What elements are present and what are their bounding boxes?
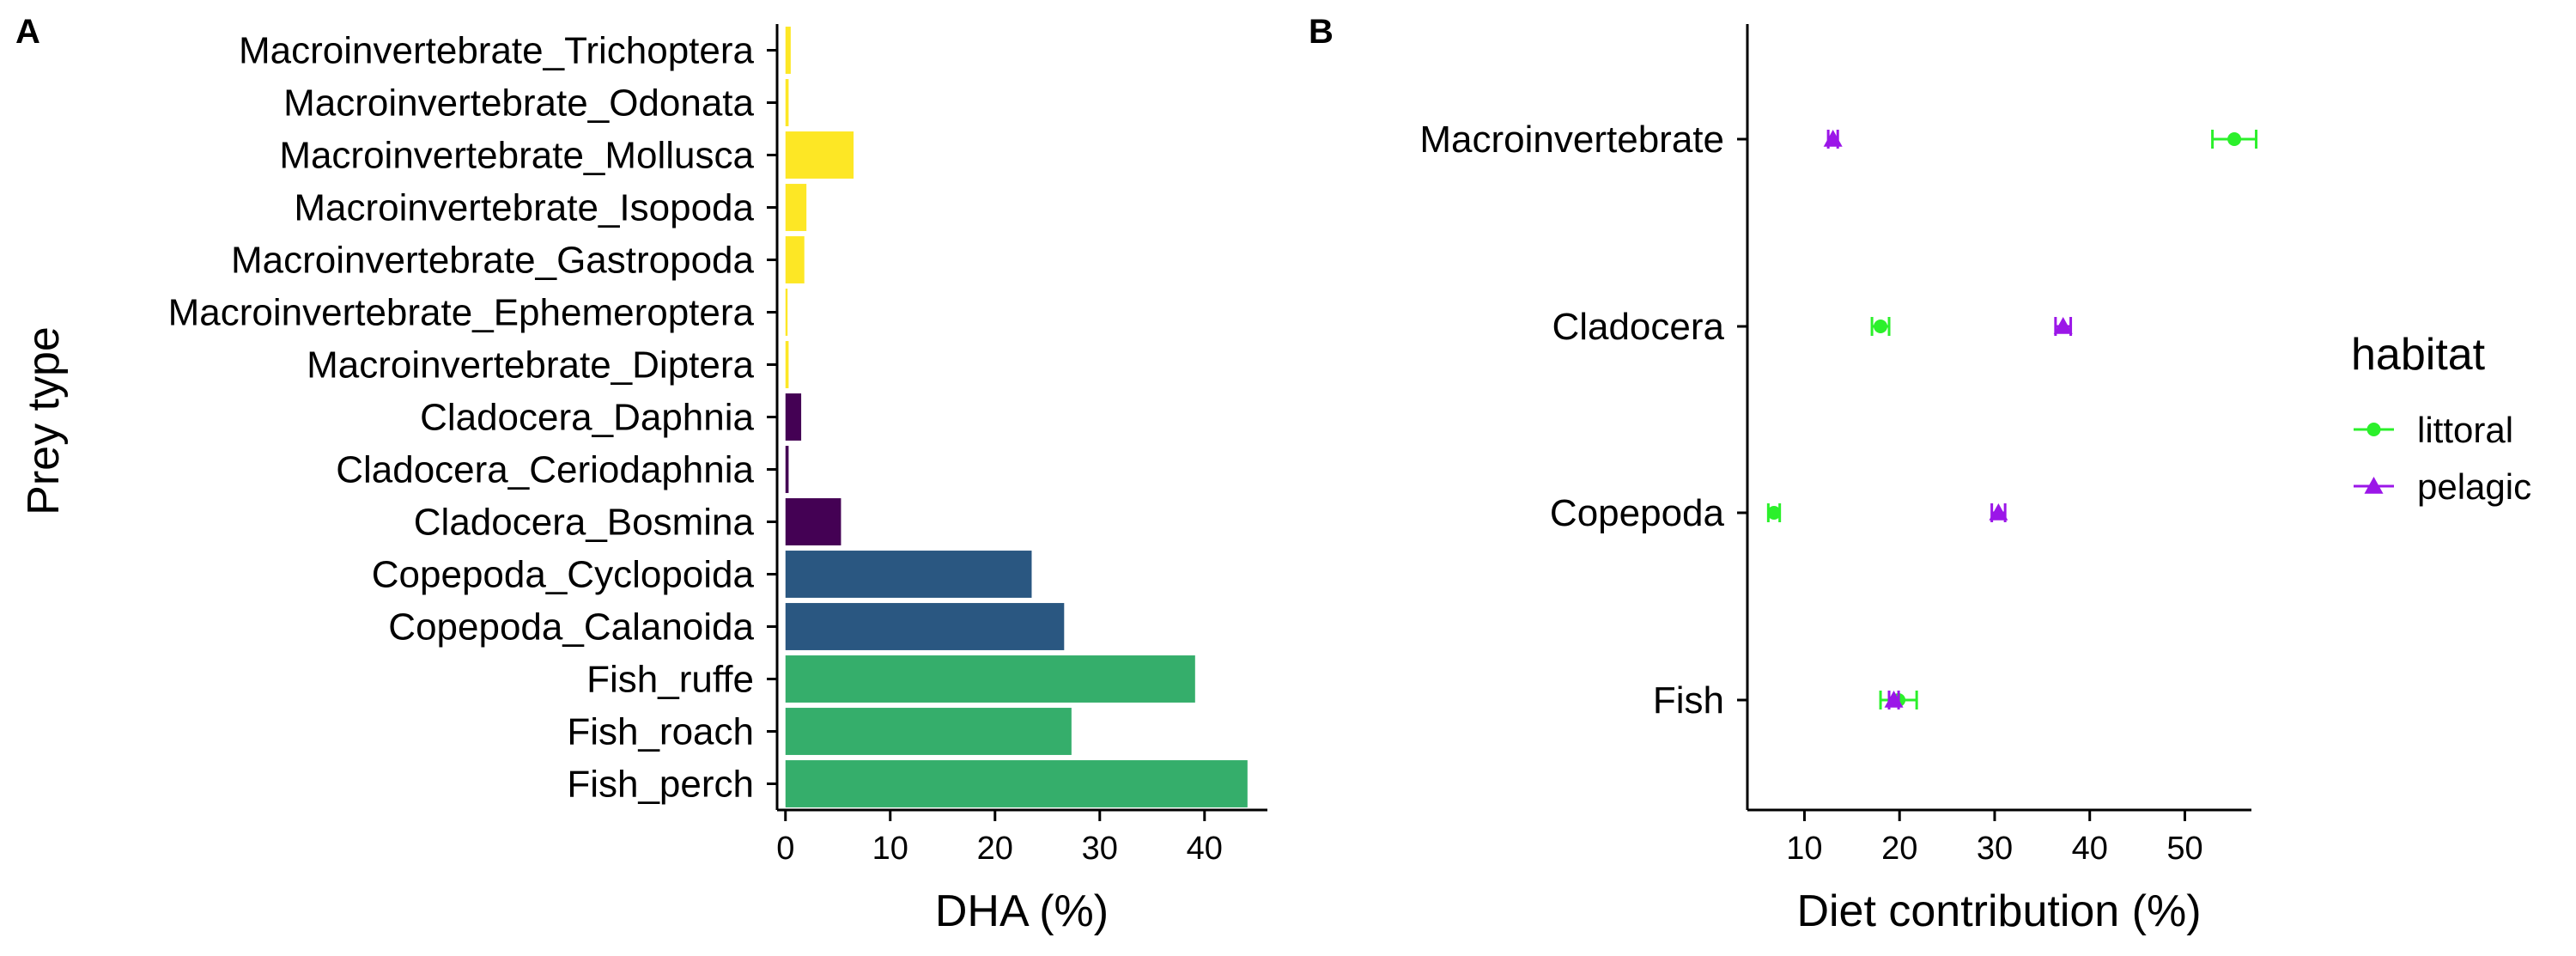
y-tick-label: Macroinvertebrate_Gastropoda <box>231 240 755 282</box>
point-marker <box>1989 503 2008 521</box>
bar <box>785 131 854 179</box>
y-tick-label: Macroinvertebrate_Trichoptera <box>239 30 755 72</box>
legend-item-littoral: littoral <box>2354 410 2513 450</box>
legend-items: littoral pelagic <box>2354 410 2531 507</box>
bar <box>785 655 1195 703</box>
y-tick-label: Macroinvertebrate_Diptera <box>307 344 754 387</box>
x-tick-label: 30 <box>1082 831 1118 867</box>
data-point-pelagic <box>1884 691 1904 709</box>
bar <box>785 498 841 545</box>
y-tick-label: Cladocera <box>1552 306 1724 348</box>
x-tick-label: 30 <box>1977 831 2013 867</box>
bar <box>785 27 791 74</box>
legend-marker <box>2366 423 2381 436</box>
panel-b: B Macroinvertebrate Cladocera Copepoda Fish… <box>1309 13 2531 936</box>
point-marker <box>1884 691 1904 708</box>
legend-title: habitat <box>2351 330 2486 380</box>
y-tick-label: Copepoda_Calanoida <box>388 606 754 648</box>
y-tick-label: Cladocera_Daphnia <box>420 397 754 439</box>
panel-a-label: A <box>15 13 40 51</box>
point-marker <box>1823 130 1843 147</box>
bar <box>785 341 789 388</box>
y-tick-label: Cladocera_Bosmina <box>414 502 755 544</box>
x-tick-label: 40 <box>1187 831 1223 867</box>
y-tick-label: Macroinvertebrate <box>1419 119 1724 161</box>
bar <box>785 393 802 441</box>
panel-a: A Macroinvertebrate_TrichopteraMacroinve… <box>15 13 1267 936</box>
panel-a-bars <box>785 27 1248 807</box>
panel-b-y-tick-labels: Macroinvertebrate Cladocera Copepoda Fish <box>1419 119 1724 722</box>
bar <box>785 236 805 283</box>
bar <box>785 760 1248 807</box>
y-tick-label: Cladocera_Ceriodaphnia <box>336 449 754 491</box>
y-tick-label: Macroinvertebrate_Ephemeroptera <box>168 292 755 334</box>
point-marker <box>2053 317 2073 334</box>
y-tick-label: Fish_perch <box>567 764 754 806</box>
y-tick-label: Fish_ruffe <box>586 659 754 701</box>
panel-b-x-axis-title: Diet contribution (%) <box>1796 886 2201 936</box>
bar <box>785 446 789 493</box>
x-tick-label: 10 <box>872 831 908 867</box>
y-tick-label: Fish_roach <box>567 711 754 753</box>
y-tick-label: Macroinvertebrate_Mollusca <box>279 135 754 177</box>
legend-label: pelagic <box>2417 466 2531 507</box>
panel-a-y-tick-labels: Macroinvertebrate_Trichoptera Macroinvert… <box>168 30 755 806</box>
y-tick-label: Copepoda_Cyclopoida <box>372 554 755 596</box>
bar <box>785 551 1032 598</box>
y-tick-label: Macroinvertebrate_Odonata <box>283 82 754 125</box>
point-marker <box>2227 132 2242 146</box>
bar <box>785 289 788 336</box>
y-tick-label: Fish <box>1653 679 1724 722</box>
legend-marker <box>2364 477 2384 494</box>
data-point-littoral <box>1766 503 1782 522</box>
point-marker <box>1874 320 1888 333</box>
panel-b-label: B <box>1309 13 1334 51</box>
panel-a-x-ticks: 0 10 20 30 40 <box>776 810 1223 867</box>
data-point-littoral <box>1870 317 1891 336</box>
panel-b-legend: habitat littoral pelagic <box>2351 330 2531 507</box>
x-tick-label: 20 <box>1881 831 1917 867</box>
panel-b-points <box>1766 130 2258 709</box>
panel-b-x-ticks: 10 20 30 40 50 <box>1786 810 2203 867</box>
panel-a-y-ticks <box>767 49 777 785</box>
y-tick-label: Copepoda <box>1550 492 1725 534</box>
panel-b-y-ticks <box>1737 137 1747 702</box>
legend-item-pelagic: pelagic <box>2354 466 2531 507</box>
legend-label: littoral <box>2417 410 2513 450</box>
panel-a-x-axis-title: DHA (%) <box>935 886 1109 936</box>
data-point-pelagic <box>1823 130 1843 149</box>
x-tick-label: 20 <box>977 831 1013 867</box>
bar <box>785 708 1072 755</box>
bar <box>785 184 807 231</box>
bar <box>785 79 789 126</box>
data-point-littoral <box>2211 130 2258 149</box>
x-tick-label: 50 <box>2166 831 2202 867</box>
data-point-pelagic <box>1989 503 2008 522</box>
x-tick-label: 0 <box>776 831 794 867</box>
bar <box>785 603 1065 650</box>
y-tick-label: Macroinvertebrate_Isopoda <box>294 187 754 229</box>
x-tick-label: 10 <box>1786 831 1822 867</box>
panel-a-y-axis-title: Prey type <box>19 326 69 515</box>
data-point-pelagic <box>2053 317 2073 336</box>
point-marker <box>1767 506 1782 520</box>
x-tick-label: 40 <box>2072 831 2108 867</box>
